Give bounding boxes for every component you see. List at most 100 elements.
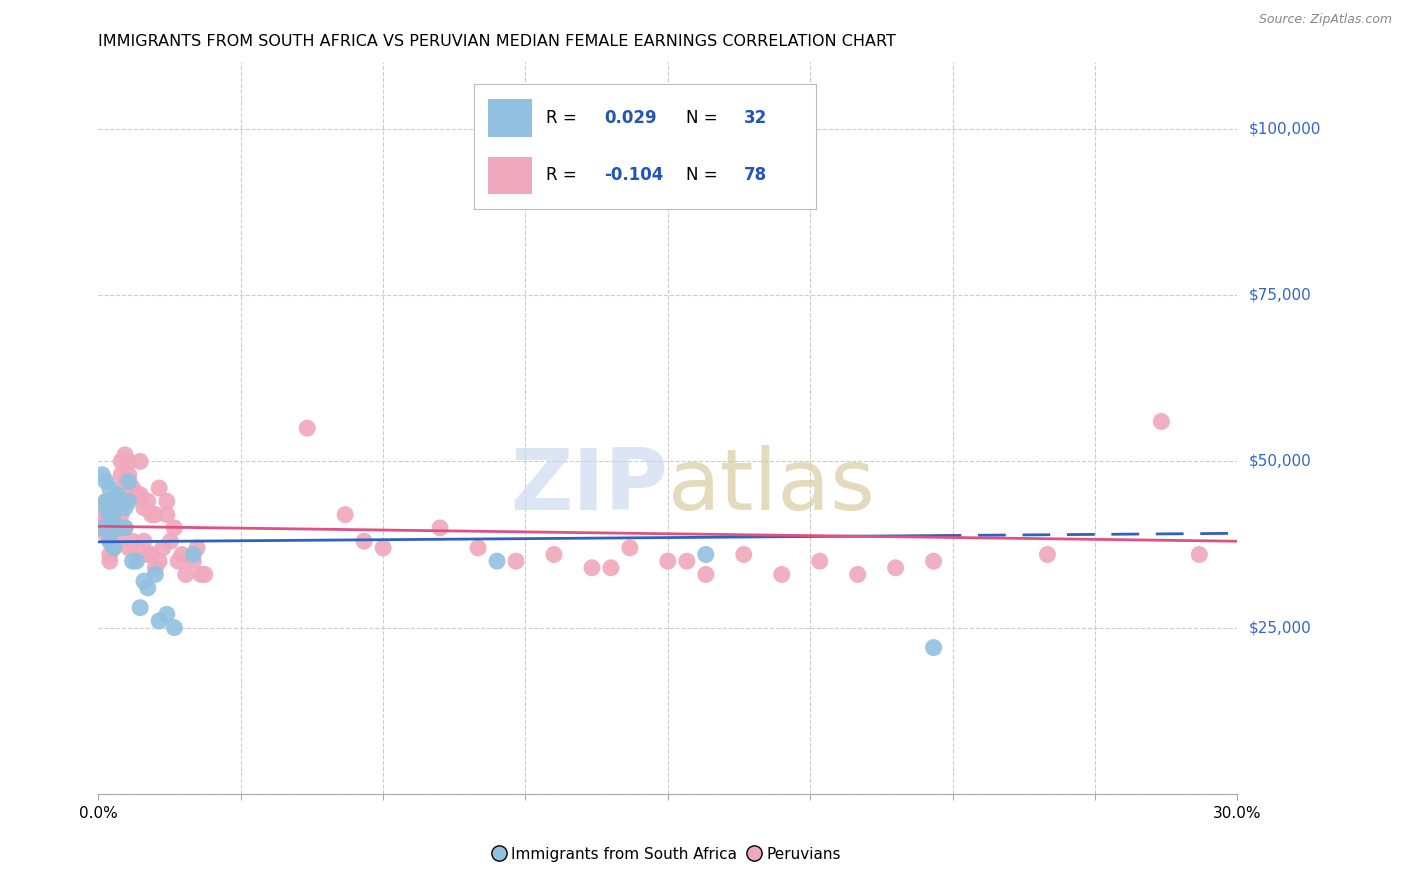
Point [91,508,114,522]
Point [98,534,121,549]
Point [884,561,907,575]
Point [733,548,755,562]
Point [486,554,509,568]
Point [132,574,155,588]
Point [1150,415,1173,429]
Point [132,534,155,549]
Point [657,554,679,568]
Point [91,521,114,535]
Point [103,508,125,522]
Point [619,541,641,555]
Point [132,500,155,515]
Point [156,494,179,508]
Point [148,614,170,628]
Point [110,467,132,482]
Point [129,454,152,468]
Point [183,554,205,568]
Point [129,488,152,502]
Point [505,554,527,568]
Point [110,494,132,508]
Point [353,534,375,549]
Point [145,567,167,582]
Point [94,500,117,515]
Point [98,548,121,562]
Point [297,421,319,435]
Point [98,554,121,568]
Point [118,467,141,482]
Point [103,500,125,515]
Point [114,475,136,489]
Point [114,494,136,508]
Text: $25,000: $25,000 [1249,620,1312,635]
Point [194,567,217,582]
Text: atlas: atlas [668,445,876,528]
Point [107,488,129,502]
Point [141,548,163,562]
Text: IMMIGRANTS FROM SOUTH AFRICA VS PERUVIAN MEDIAN FEMALE EARNINGS CORRELATION CHAR: IMMIGRANTS FROM SOUTH AFRICA VS PERUVIAN… [98,34,896,49]
Point [167,554,190,568]
Text: $50,000: $50,000 [1249,454,1312,469]
Point [581,561,603,575]
Point [371,541,394,555]
Point [125,541,148,555]
Point [335,508,357,522]
Point [145,508,167,522]
Point [846,567,869,582]
Point [152,541,174,555]
Point [103,514,125,528]
Point [114,521,136,535]
Point [190,567,212,582]
Point [121,554,143,568]
Text: $75,000: $75,000 [1249,288,1312,302]
Point [125,488,148,502]
Point [129,600,152,615]
Point [922,554,945,568]
Point [543,548,565,562]
Point [94,514,117,528]
Point [1188,548,1211,562]
Point [114,521,136,535]
Point [91,467,114,482]
Point [121,481,143,495]
Point [114,448,136,462]
Point [94,494,117,508]
Point [121,534,143,549]
Text: Source: ZipAtlas.com: Source: ZipAtlas.com [1258,13,1392,27]
Point [695,548,717,562]
Point [183,548,205,562]
Point [98,481,121,495]
Legend: Immigrants from South Africa, Peruvians: Immigrants from South Africa, Peruvians [491,841,845,867]
Point [103,541,125,555]
Point [174,567,197,582]
Point [118,454,141,468]
Point [118,494,141,508]
Point [98,508,121,522]
Point [94,494,117,508]
Point [98,521,121,535]
Point [107,534,129,549]
Point [103,494,125,508]
Point [163,521,186,535]
Point [91,521,114,535]
Point [141,508,163,522]
Point [107,500,129,515]
Point [136,494,159,508]
Point [136,548,159,562]
Point [186,541,208,555]
Point [676,554,699,568]
Point [695,567,717,582]
Text: ZIP: ZIP [510,445,668,528]
Point [170,548,193,562]
Point [125,554,148,568]
Point [770,567,793,582]
Point [148,481,170,495]
Point [145,561,167,575]
Point [148,554,170,568]
Point [600,561,623,575]
Point [156,508,179,522]
Point [118,541,141,555]
Point [98,534,121,549]
Point [98,508,121,522]
Point [114,500,136,515]
Point [429,521,451,535]
